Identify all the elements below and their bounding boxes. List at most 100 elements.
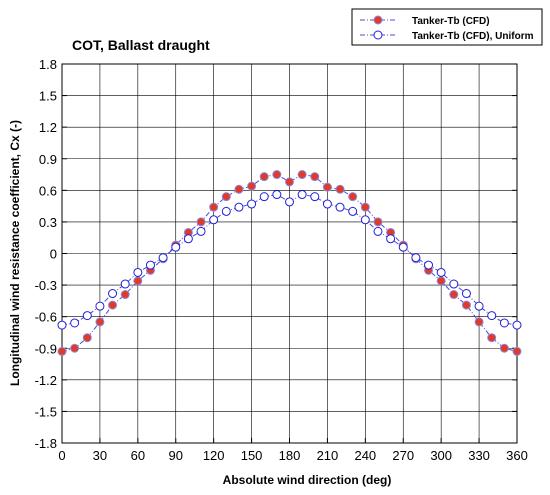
data-point	[209, 215, 219, 225]
data-point	[424, 260, 434, 270]
data-point	[297, 170, 307, 180]
data-point	[133, 276, 143, 286]
y-tick-label: 1.8	[39, 57, 57, 72]
data-point	[272, 170, 282, 180]
x-tick-label: 360	[506, 448, 528, 463]
data-point	[411, 253, 421, 263]
legend-marker-0	[373, 15, 383, 25]
series-group	[57, 170, 522, 356]
data-point	[95, 317, 105, 327]
y-tick-label: 1.2	[39, 120, 57, 135]
data-point	[436, 267, 446, 277]
data-point	[310, 192, 320, 202]
data-point	[449, 279, 459, 289]
legend: Tanker-Tb (CFD) Tanker-Tb (CFD), Uniform	[351, 8, 543, 46]
data-point	[335, 184, 345, 194]
data-point	[297, 190, 307, 200]
legend-label-0: Tanker-Tb (CFD)	[412, 16, 490, 27]
data-point	[474, 317, 484, 327]
data-point	[487, 333, 497, 343]
data-point	[70, 318, 80, 328]
data-point	[360, 215, 370, 225]
data-point	[70, 343, 80, 353]
data-point	[499, 318, 509, 328]
y-tick-label: -1.2	[35, 373, 57, 388]
x-tick-label: 300	[430, 448, 452, 463]
x-tick-label: 330	[468, 448, 490, 463]
data-point	[398, 242, 408, 252]
x-tick-label: 60	[131, 448, 145, 463]
y-tick-label: 1.5	[39, 89, 57, 104]
data-point	[348, 206, 358, 216]
data-point	[82, 333, 92, 343]
x-tick-label: 240	[354, 448, 376, 463]
data-point	[373, 217, 383, 227]
x-tick-label: 210	[317, 448, 339, 463]
data-point	[183, 234, 193, 244]
data-point	[234, 184, 244, 194]
data-point	[120, 279, 130, 289]
data-point	[120, 290, 130, 300]
x-tick-label: 0	[58, 448, 65, 463]
data-point	[461, 300, 471, 310]
y-tick-label: -1.8	[35, 436, 57, 451]
x-tick-label: 120	[203, 448, 225, 463]
data-point	[322, 182, 332, 192]
data-point	[234, 202, 244, 212]
x-tick-label: 30	[93, 448, 107, 463]
data-point	[247, 181, 257, 191]
y-tick-label: -1.5	[35, 404, 57, 419]
data-point	[82, 311, 92, 321]
data-point	[259, 172, 269, 182]
data-point	[512, 346, 522, 356]
data-point	[171, 242, 181, 252]
data-point	[133, 267, 143, 277]
data-point	[449, 290, 459, 300]
y-tick-label: -0.6	[35, 310, 57, 325]
data-point	[57, 346, 67, 356]
legend-entry-0: Tanker-Tb (CFD)	[360, 15, 490, 27]
y-tick-label: 0.6	[39, 183, 57, 198]
x-tick-label: 150	[241, 448, 263, 463]
series-1	[57, 190, 522, 330]
data-point	[348, 192, 358, 202]
data-point	[108, 289, 118, 299]
y-tick-label: 0.3	[39, 215, 57, 230]
data-point	[512, 320, 522, 330]
data-point	[196, 217, 206, 227]
data-point	[285, 177, 294, 187]
data-point	[196, 226, 206, 236]
y-axis-title: Longitudinal wind resistance coefficient…	[8, 120, 22, 386]
x-tick-label: 90	[169, 448, 183, 463]
legend-box	[351, 8, 543, 46]
data-point	[499, 343, 509, 353]
data-point	[221, 206, 231, 216]
y-tick-label: -0.3	[35, 278, 57, 293]
data-point	[322, 199, 332, 209]
legend-entry-1: Tanker-Tb (CFD), Uniform	[360, 30, 534, 42]
data-point	[259, 192, 269, 202]
data-point	[145, 260, 155, 270]
data-point	[272, 190, 282, 200]
data-point	[285, 197, 294, 207]
data-point	[108, 300, 118, 310]
data-point	[247, 199, 257, 209]
data-point	[386, 234, 396, 244]
y-tick-label: 0	[50, 247, 57, 262]
data-point	[310, 172, 320, 182]
y-tick-label: 0.9	[39, 152, 57, 167]
x-tick-label: 270	[392, 448, 414, 463]
legend-label-1: Tanker-Tb (CFD), Uniform	[412, 31, 534, 42]
y-tick-label: -0.9	[35, 341, 57, 356]
data-point	[360, 202, 370, 212]
axis-ticks: 0 30 60 90 120 150 180 210 240 270 300 330 360 -1.8 -1…	[35, 57, 528, 463]
data-point	[95, 301, 105, 311]
chart-title: COT, Ballast draught	[72, 37, 210, 53]
data-point	[221, 192, 231, 202]
x-tick-label: 180	[279, 448, 301, 463]
data-point	[436, 276, 446, 286]
series-0	[57, 170, 522, 356]
data-point	[373, 226, 383, 236]
